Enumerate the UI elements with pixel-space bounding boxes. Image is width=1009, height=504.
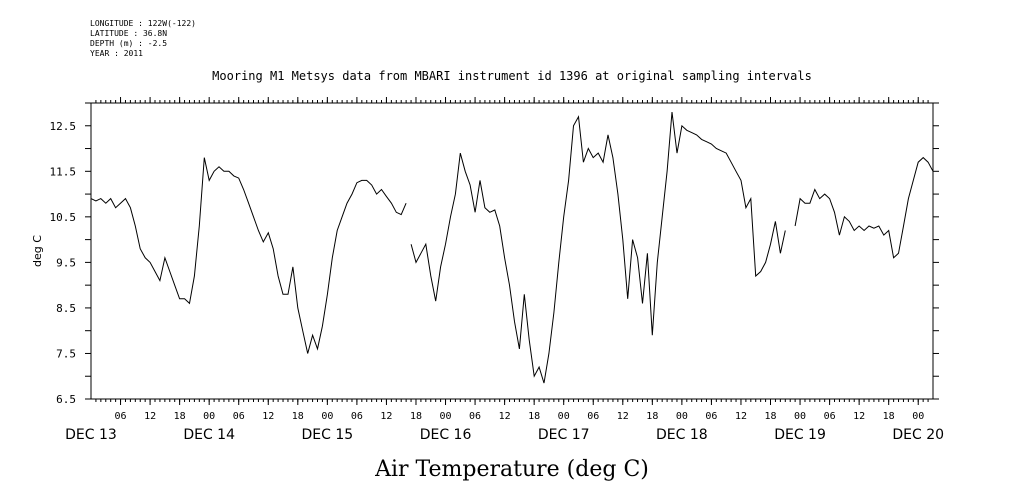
y-tick-label: 8.5	[56, 302, 76, 315]
x-day-label: DEC 13	[65, 427, 117, 443]
temperature-series-line	[794, 156, 934, 259]
x-hour-label: 18	[292, 411, 304, 422]
y-tick-labels: 6.5 7.5 8.5 9.5 10.5 11.5 12.5	[50, 120, 77, 406]
x-hour-label: 00	[321, 411, 333, 422]
year-text: YEAR : 2011	[90, 49, 143, 58]
x-day-label: DEC 19	[774, 427, 826, 443]
y-tick-label: 11.5	[50, 165, 77, 178]
x-hour-label: 06	[587, 411, 599, 422]
x-axis-label: Air Temperature (deg C)	[374, 457, 649, 482]
x-hour-label: 00	[558, 411, 570, 422]
x-hour-label: 06	[705, 411, 717, 422]
x-hour-label: 18	[410, 411, 422, 422]
data-lines	[90, 112, 934, 384]
chart-title: Mooring M1 Metsys data from MBARI instru…	[212, 69, 812, 83]
plot-frame	[90, 102, 934, 400]
x-day-label: DEC 15	[302, 427, 354, 443]
x-hour-label: 06	[824, 411, 836, 422]
y-tick-label: 10.5	[50, 211, 77, 224]
latitude-text: LATITUDE : 36.8N	[90, 29, 168, 38]
x-hour-label: 18	[646, 411, 658, 422]
x-hour-label: 06	[469, 411, 481, 422]
metadata-block: LONGITUDE : 122W(-122) LATITUDE : 36.8N …	[90, 19, 196, 59]
x-day-label: DEC 20	[892, 427, 944, 443]
y-tick-label: 12.5	[50, 120, 77, 133]
x-hour-label: 12	[617, 411, 629, 422]
x-hour-label: 12	[380, 411, 392, 422]
x-day-labels: DEC 13 DEC 14 DEC 15 DEC 16 DEC 17 DEC 18 DEC …	[65, 427, 944, 443]
x-hour-label: 00	[676, 411, 688, 422]
x-hour-label: 18	[764, 411, 776, 422]
y-axis-label: deg C	[31, 235, 44, 267]
temperature-series-line	[410, 112, 786, 384]
x-hour-label: 00	[912, 411, 924, 422]
x-hour-label: 12	[735, 411, 747, 422]
depth-text: DEPTH (m) : -2.5	[90, 39, 168, 48]
axis-ticks	[85, 97, 939, 405]
x-hour-label: 12	[262, 411, 274, 422]
x-day-label: DEC 14	[183, 427, 235, 443]
y-tick-label: 9.5	[56, 256, 76, 269]
x-tick-labels: 06 12 18 00 06 12 18 00 06 12 18 00 06 12 18 00 06 12 18 00…	[115, 411, 925, 422]
x-hour-label: 18	[174, 411, 186, 422]
x-hour-label: 06	[351, 411, 363, 422]
x-hour-label: 00	[440, 411, 452, 422]
x-hour-label: 18	[528, 411, 540, 422]
x-day-label: DEC 16	[420, 427, 472, 443]
x-hour-label: 06	[115, 411, 127, 422]
x-hour-label: 12	[853, 411, 865, 422]
x-day-label: DEC 18	[656, 427, 708, 443]
y-tick-label: 7.5	[56, 347, 76, 360]
x-hour-label: 12	[144, 411, 156, 422]
x-hour-label: 00	[794, 411, 806, 422]
x-hour-label: 12	[499, 411, 511, 422]
temperature-series-line	[90, 157, 407, 354]
x-day-label: DEC 17	[538, 427, 590, 443]
x-hour-label: 00	[203, 411, 215, 422]
x-hour-label: 06	[233, 411, 245, 422]
x-hour-label: 18	[883, 411, 895, 422]
y-tick-label: 6.5	[56, 393, 76, 406]
longitude-text: LONGITUDE : 122W(-122)	[90, 19, 196, 28]
